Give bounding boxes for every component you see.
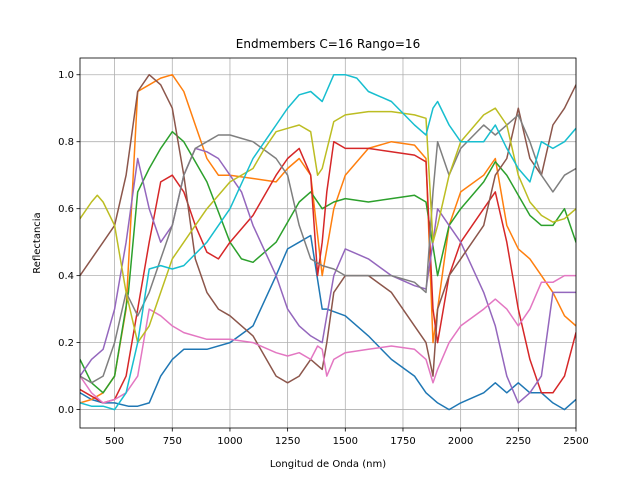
series-line-8 — [80, 114, 576, 384]
plot-frame — [79, 57, 577, 429]
x-axis-label: Longitud de Onda (nm) — [270, 459, 386, 470]
y-axis: 0.0 0.2 0.4 0.6 0.8 1.0 — [58, 70, 80, 416]
y-tick-label: 0.4 — [58, 271, 74, 282]
y-tick-label: 1.0 — [58, 70, 74, 81]
x-tick-label: 1000 — [217, 436, 242, 447]
series-line-2 — [80, 73, 576, 404]
series-line-5 — [80, 147, 576, 404]
series-line-1 — [80, 234, 576, 411]
x-tick-label: 750 — [163, 436, 182, 447]
y-tick-label: 0.6 — [58, 204, 74, 215]
x-tick-label: 500 — [105, 436, 124, 447]
y-axis-label: Reflectancia — [32, 212, 43, 273]
x-tick-label: 1750 — [390, 436, 415, 447]
chart-title: Endmembers C=16 Rango=16 — [236, 37, 420, 51]
y-tick-label: 0.2 — [58, 338, 74, 349]
grid — [80, 58, 577, 428]
series-line-10 — [80, 73, 576, 411]
series-line-9 — [80, 107, 576, 344]
x-tick-label: 2000 — [448, 436, 473, 447]
x-tick-label: 1500 — [333, 436, 358, 447]
series-line-4 — [80, 140, 576, 404]
series-line-7 — [80, 274, 576, 404]
y-tick-label: 0.8 — [58, 137, 74, 148]
x-axis: 500 750 1000 1250 1500 1750 2000 2250 2500 — [105, 428, 589, 447]
plot-series-area — [80, 73, 576, 411]
y-tick-label: 0.0 — [58, 405, 74, 416]
x-tick-label: 2250 — [506, 436, 531, 447]
series-line-3 — [80, 130, 576, 394]
x-tick-label: 2500 — [563, 436, 588, 447]
series-line-6 — [80, 73, 576, 384]
x-tick-label: 1250 — [275, 436, 300, 447]
